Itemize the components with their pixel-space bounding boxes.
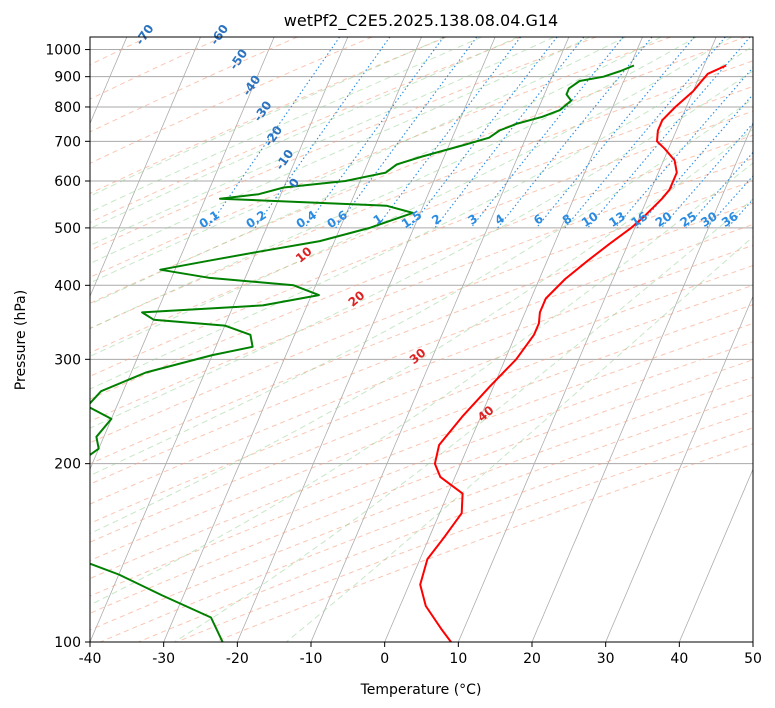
dry-adiabat-line	[90, 37, 447, 195]
mixing-ratio-line	[254, 37, 391, 229]
moist-adiabat-line	[90, 37, 662, 305]
x-tick-label: 0	[380, 651, 389, 667]
y-axis-title: Pressure (hPa)	[13, 290, 29, 390]
dry-adiabat-line	[0, 37, 73, 642]
moist-adiabat-line	[173, 198, 753, 642]
x-tick-label: -20	[226, 651, 249, 667]
isotherm-line	[384, 37, 643, 642]
y-axis: 100 200 300 400 500 600 700 800 900 1000	[45, 43, 90, 651]
dry-adiabat-line	[90, 37, 223, 100]
x-tick-label: 20	[523, 651, 541, 667]
x-tick-label: 40	[670, 651, 688, 667]
dry-adiabat-line	[90, 376, 753, 631]
mixing-ratio-line	[304, 37, 445, 229]
isotherm-line	[90, 37, 275, 471]
mixing-ratio-line	[335, 37, 478, 229]
dry-adiabat-line	[90, 134, 753, 400]
profile-lines	[90, 64, 727, 642]
y-tick-label: 200	[54, 457, 81, 473]
x-tick-label: -40	[79, 651, 102, 667]
y-tick-label: 400	[54, 278, 81, 294]
moist-adiabat-line	[90, 37, 446, 197]
moist-adiabat-line	[90, 70, 753, 429]
dry-adiabat-line	[90, 244, 753, 505]
x-tick-label: 30	[597, 651, 615, 667]
dry-adiabat-line	[90, 284, 753, 543]
x-axis-title: Temperature (°C)	[360, 682, 482, 698]
background-lines	[0, 37, 753, 642]
isotherm-line	[531, 122, 753, 642]
x-tick-label: -30	[152, 651, 175, 667]
x-tick-label: 10	[449, 651, 467, 667]
isotherm-line	[163, 37, 422, 642]
mixing-ratio-line	[564, 37, 726, 229]
isotherm-line	[90, 37, 128, 125]
isotherm-line	[752, 640, 753, 642]
y-tick-label: 1000	[45, 43, 81, 59]
y-tick-label: 100	[54, 635, 81, 651]
moist-adiabat-line	[90, 45, 753, 390]
moist-adiabat-line	[90, 37, 482, 213]
plot-background	[90, 37, 753, 642]
moist-adiabat-line	[90, 162, 753, 606]
dry-adiabat-line	[90, 37, 597, 252]
dry-adiabat-line	[90, 223, 753, 485]
x-tick-label: -10	[300, 651, 323, 667]
x-tick-label: 50	[744, 651, 762, 667]
mixing-ratio-line	[207, 37, 341, 229]
moist-adiabat-line	[90, 37, 697, 330]
dewpoint-line	[90, 64, 635, 642]
moist-adiabat-line	[90, 128, 753, 535]
moist-adiabat-line	[90, 37, 732, 357]
dry-adiabat-line	[90, 37, 298, 133]
mixing-ratio-line	[497, 37, 653, 229]
y-tick-label: 500	[54, 221, 81, 237]
dry-adiabat-line	[90, 37, 671, 278]
y-tick-label: 800	[54, 100, 81, 116]
y-tick-label: 600	[54, 174, 81, 190]
dry-adiabat-line	[90, 180, 753, 444]
dry-adiabat-line	[90, 110, 753, 377]
y-tick-label: 700	[54, 134, 81, 150]
plot-frame	[89, 36, 754, 643]
y-tick-label: 900	[54, 70, 81, 86]
moist-adiabat-line	[90, 37, 519, 230]
dry-adiabat-line	[90, 37, 522, 224]
moist-adiabat-line	[90, 37, 626, 284]
moist-adiabat-line	[90, 37, 555, 247]
mixing-ratio-line	[636, 93, 753, 229]
isotherm-line	[457, 37, 717, 642]
dry-adiabat-line	[90, 85, 753, 354]
temperature-line	[419, 64, 727, 642]
y-tick-label: 300	[54, 352, 81, 368]
mixing-ratio-line	[375, 37, 522, 229]
isotherm-line	[605, 295, 753, 642]
dry-adiabat-line	[90, 341, 753, 597]
dry-adiabat-line	[90, 322, 753, 580]
mixing-ratio-line	[470, 37, 624, 229]
x-axis: -40 -30 -20 -10 0 10 20 30 40 50	[79, 642, 762, 667]
chart-title: wetPf2_C2E5.2025.138.08.04.G14	[284, 11, 558, 31]
isotherm-line	[236, 37, 496, 642]
isotherm-line	[90, 37, 201, 298]
